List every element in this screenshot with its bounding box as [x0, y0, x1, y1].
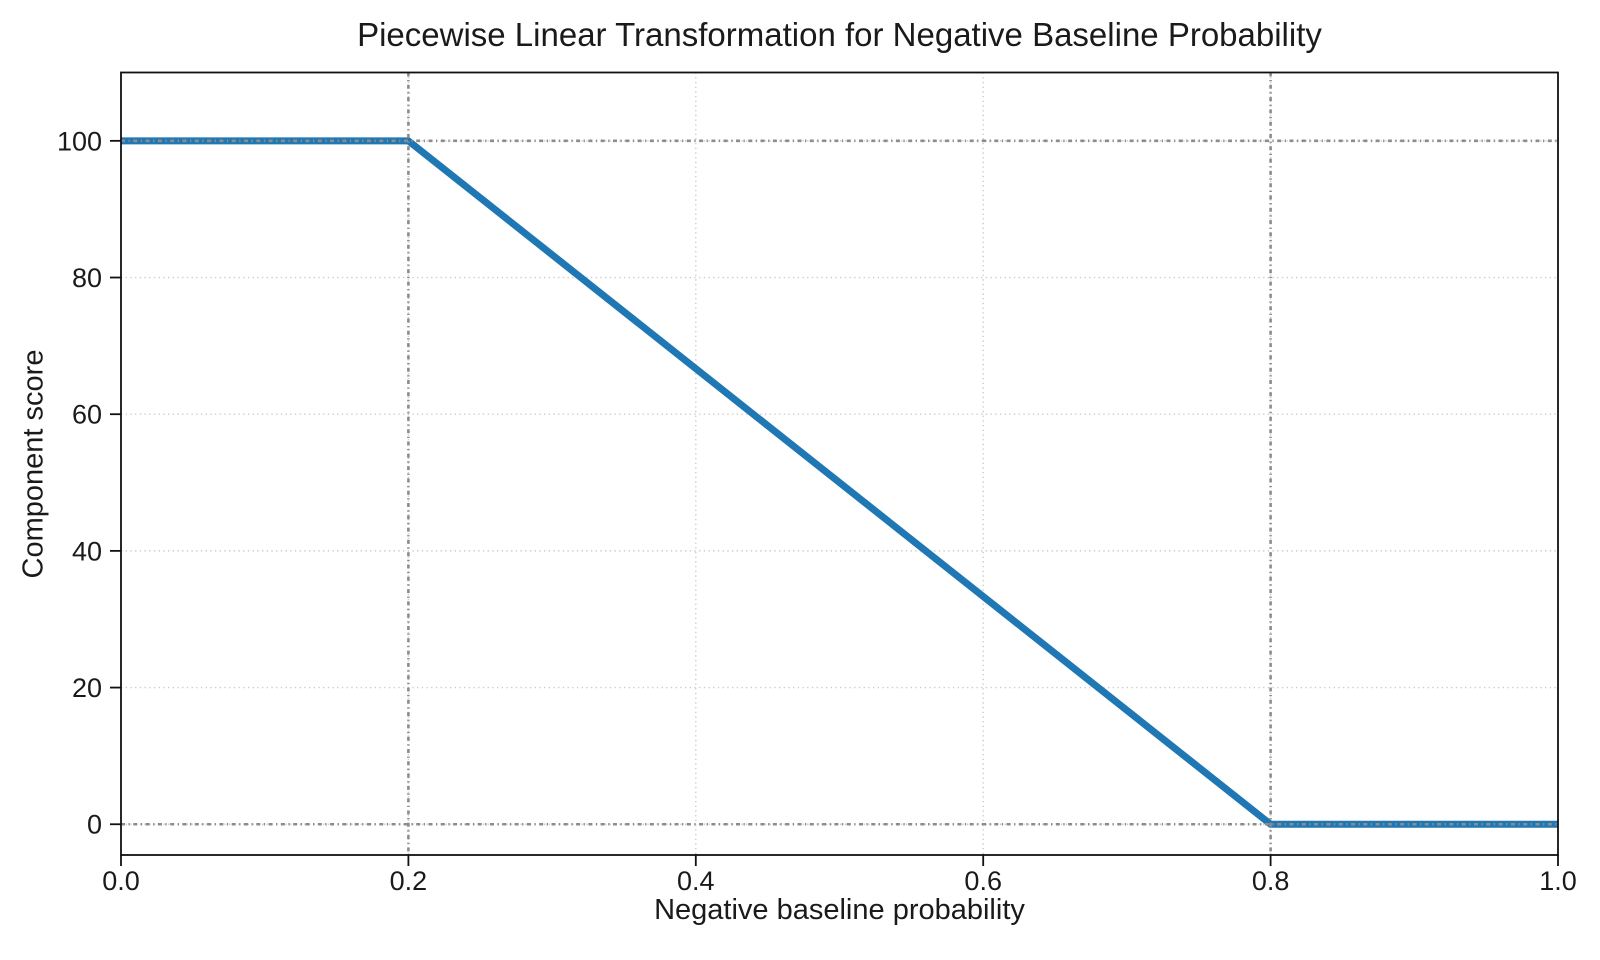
y-tick-label: 80 [72, 263, 102, 293]
plot-border [120, 71, 1559, 856]
x-tick-label: 0.6 [964, 866, 1002, 896]
y-tick-label: 60 [72, 400, 102, 430]
x-tick-label: 0.0 [102, 866, 140, 896]
y-axis-label: Component score [17, 349, 50, 579]
x-tick-label: 1.0 [1539, 866, 1577, 896]
x-tick-label: 0.8 [1252, 866, 1290, 896]
y-tick-label: 100 [57, 126, 102, 156]
x-tick-label: 0.2 [390, 866, 428, 896]
y-tick-label: 40 [72, 536, 102, 566]
score-line [121, 137, 1558, 828]
y-tick-label: 0 [87, 810, 102, 840]
x-tick-label: 0.4 [677, 866, 715, 896]
x-axis-label: Negative baseline probability [654, 894, 1025, 926]
chart-title: Piecewise Linear Transformation for Nega… [357, 16, 1322, 53]
y-tick-label: 20 [72, 673, 102, 703]
